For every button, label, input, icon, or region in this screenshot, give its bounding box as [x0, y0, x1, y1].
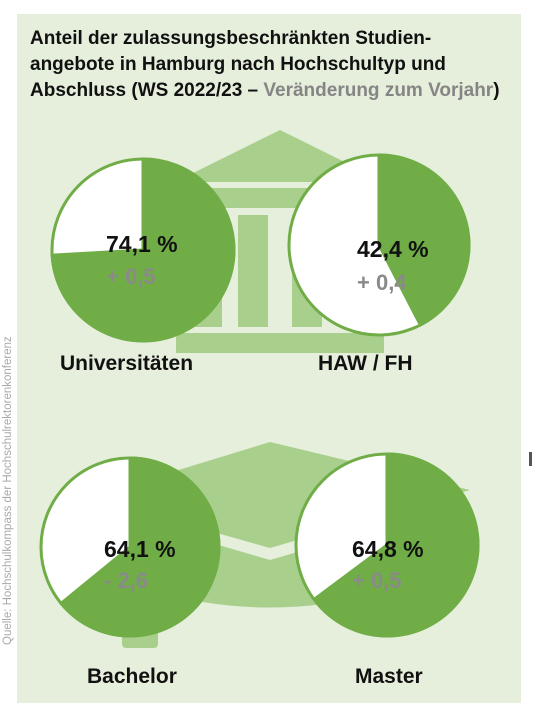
pie-value-label: 42,4 %	[357, 236, 429, 262]
pie-category-label: Universitäten	[60, 352, 193, 375]
pie-value-label: 74,1 %	[106, 231, 178, 257]
pie-slice	[58, 456, 221, 638]
pie-value-label: 64,8 %	[352, 536, 424, 562]
pie-slice	[50, 157, 236, 343]
pie-category-label: Master	[355, 665, 423, 688]
title-close: )	[493, 80, 500, 101]
pie-bachelor: 64,1 % - 2,6 Bachelor	[39, 456, 221, 688]
pie-change-label: + 0,5	[106, 264, 156, 289]
pie-haw-fh: 42,4 % + 0,4 HAW / FH	[287, 153, 471, 375]
title-highlight: Veränderung zum Vorjahr	[263, 80, 494, 101]
pie-master: 64,8 % + 0,5 Master	[294, 452, 480, 688]
pie-change-label: + 0,5	[352, 568, 402, 593]
pie-change-label: + 0,4	[357, 270, 407, 295]
pie-universitaeten: 74,1 % + 0,5 Universitäten	[50, 157, 236, 375]
pie-value-label: 64,1 %	[104, 536, 176, 562]
pie-change-label: - 2,6	[104, 568, 148, 593]
pie-category-label: HAW / FH	[318, 352, 413, 375]
source-note: Quelle: Hochschulkompass der Hochschulre…	[2, 336, 14, 645]
edge-mark	[529, 452, 532, 466]
chart-title: Anteil der zulassungsbeschränkten Studie…	[30, 26, 500, 104]
pie-slice	[377, 153, 471, 327]
pie-slice	[311, 452, 480, 638]
title-main: Anteil der zulassungsbeschränkten Studie…	[30, 28, 446, 101]
pie-category-label: Bachelor	[87, 665, 177, 688]
